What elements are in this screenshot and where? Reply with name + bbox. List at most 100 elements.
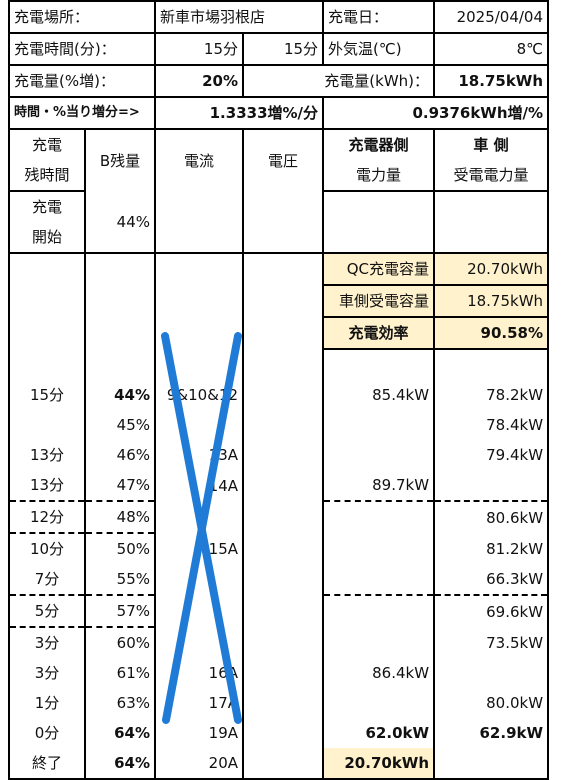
start-label-2: 開始: [8, 222, 86, 254]
row-voltage: [243, 410, 325, 440]
rate-label: 時間・%当り増分=>: [7, 96, 157, 130]
rate-pct: 1.3333増%/分: [154, 96, 325, 130]
start-row-1: 充電 44%: [8, 191, 550, 253]
row-time: 13分: [8, 440, 86, 470]
empty-cell: [323, 191, 436, 253]
empty-cell: [155, 349, 245, 380]
table-row: 3分 61% 16A 86.4kW: [8, 658, 550, 688]
qc-capacity-label: QC充電容量: [323, 252, 436, 285]
row-voltage: [243, 658, 325, 688]
start-battery: 44%: [85, 191, 157, 253]
row-charger: [323, 410, 436, 440]
start-row-2: 開始: [8, 222, 548, 254]
start-label-1: 充電: [8, 191, 86, 222]
row-charger: 85.4kW: [323, 380, 436, 410]
place-label: 充電場所：: [7, 0, 157, 34]
row-current: [155, 410, 245, 440]
time-value-1: 15分: [154, 32, 245, 66]
row-car: 73.5kW: [434, 627, 550, 658]
row-battery: 50%: [85, 532, 157, 564]
header-voltage: 電圧: [243, 128, 325, 191]
row-car: [434, 470, 550, 501]
row-charger: [323, 594, 436, 627]
row-current: [155, 564, 245, 595]
temp-value: 8℃: [433, 32, 550, 66]
row-time: 1分: [8, 688, 86, 718]
table-row: 0分 64% 19A 62.0kW 62.9kW: [8, 718, 550, 748]
row-voltage: [243, 627, 325, 658]
row-current: 17A: [155, 688, 245, 718]
empty-cell: [243, 252, 325, 285]
time-value-2: 15分: [242, 32, 325, 66]
header-charger-1: 充電器側: [323, 128, 436, 160]
summary-row-car: 車側受電容量 18.75kWh: [8, 284, 550, 317]
row-time: 13分: [8, 470, 86, 501]
qc-capacity-value: 20.70kWh: [434, 252, 550, 285]
row-charger: 20.70kWh: [323, 748, 436, 780]
row-voltage: [243, 380, 325, 410]
row-charger: 86.4kW: [323, 658, 436, 688]
row-voltage: [243, 564, 325, 595]
summary-row-qc: QC充電容量 20.70kWh: [8, 252, 550, 285]
header-charger-2: 電力量: [323, 160, 436, 192]
row-time: 7分: [8, 564, 86, 595]
table-row: 13分 47% 14A 89.7kW: [8, 470, 550, 501]
row-current: [155, 627, 245, 658]
row-current: 13A: [155, 440, 245, 470]
row-battery: 64%: [85, 748, 157, 780]
row-voltage: [243, 718, 325, 748]
row-current: 16A: [155, 658, 245, 688]
date-label: 充電日：: [322, 0, 436, 34]
header-row-1: 充電 B残量 電流 電圧 充電器側 車 側: [8, 128, 550, 191]
row-car: [434, 748, 550, 780]
row-current: 14A: [155, 470, 245, 501]
row-car: [434, 658, 550, 688]
empty-cell: [243, 349, 325, 380]
row-charger: [323, 440, 436, 470]
table-row: 10分 50% 15A 81.2kW: [8, 532, 550, 564]
row-time: 3分: [8, 658, 86, 688]
header-row-2: 残時間 電力量 受電電力量: [8, 160, 550, 192]
empty-cell: [243, 285, 325, 317]
row-battery: 45%: [85, 410, 157, 440]
summary-row-efficiency: 充電効率 90.58%: [8, 316, 550, 350]
row-charger: [323, 627, 436, 658]
empty-cell: [434, 349, 550, 380]
header-remaining-2: 残時間: [8, 160, 86, 192]
row-car: 79.4kW: [434, 440, 550, 470]
row-voltage: [243, 470, 325, 501]
efficiency-value: 90.58%: [434, 316, 550, 350]
kwh-value: 18.75kWh: [433, 64, 550, 98]
row-voltage: [243, 748, 325, 780]
empty-cell: [85, 285, 157, 317]
row-voltage: [243, 501, 325, 533]
row-car: 66.3kW: [434, 564, 550, 595]
row-battery: 47%: [85, 470, 157, 501]
date-value: 2025/04/04: [433, 0, 550, 34]
row-current: 9&10&12: [155, 380, 245, 410]
table-row: 45% 78.4kW: [8, 410, 550, 440]
row-voltage: [243, 595, 325, 627]
row-battery: 55%: [85, 564, 157, 595]
pct-value: 20%: [154, 64, 245, 98]
temp-label: 外気温(℃): [322, 32, 436, 66]
row-time: 3分: [8, 626, 86, 658]
row-battery: 63%: [85, 688, 157, 718]
row-charger: 62.0kW: [323, 718, 436, 748]
header-car-1: 車 側: [434, 128, 550, 160]
row-charger: [323, 688, 436, 718]
info-row-amount: 充電量(%増)： 20% 充電量(kWh)： 18.75kWh: [7, 64, 550, 98]
row-charger: [323, 564, 436, 595]
row-time: 12分: [8, 500, 86, 533]
row-current: 15A: [155, 533, 245, 564]
row-charger: [323, 500, 436, 533]
row-car: 69.6kW: [434, 594, 550, 627]
row-time: 15分: [8, 380, 86, 410]
info-row-place: 充電場所： 新車市場羽根店 充電日： 2025/04/04: [7, 0, 550, 34]
kwh-label: 充電量(kWh)：: [242, 64, 436, 98]
empty-cell: [155, 191, 245, 253]
row-charger: 89.7kW: [323, 470, 436, 501]
empty-cell: [8, 252, 86, 285]
row-voltage: [243, 688, 325, 718]
empty-cell: [8, 285, 86, 317]
